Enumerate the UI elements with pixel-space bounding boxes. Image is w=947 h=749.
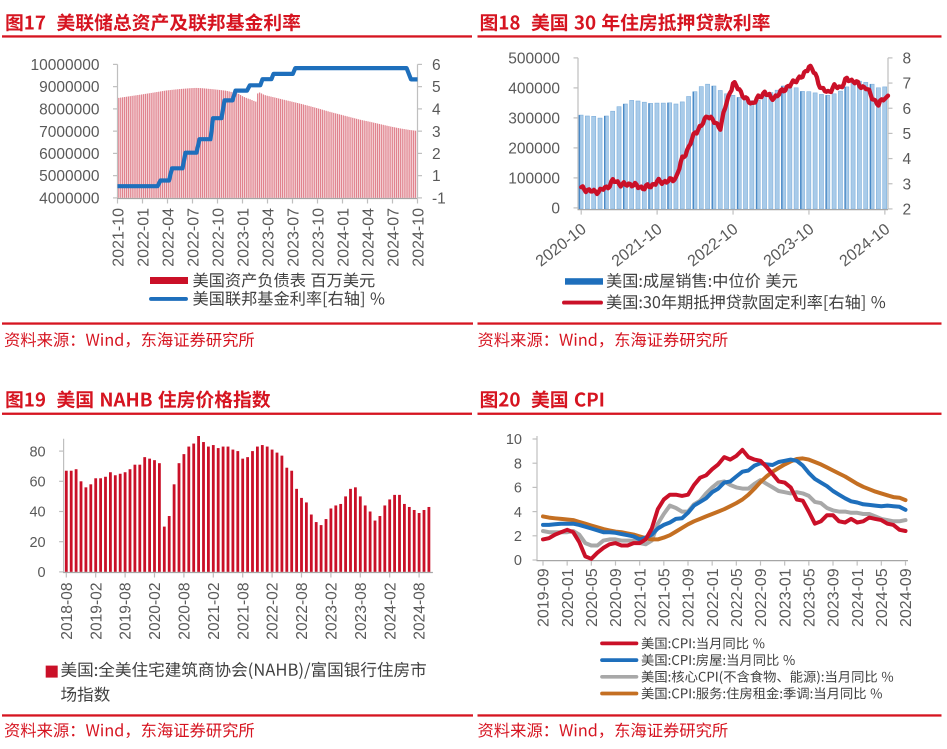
svg-text:2020-01: 2020-01 [560, 568, 577, 627]
svg-text:2: 2 [903, 202, 912, 219]
svg-text:2024-08: 2024-08 [412, 583, 429, 640]
svg-text:2021-01: 2021-01 [632, 568, 649, 627]
svg-text:1: 1 [432, 168, 441, 185]
svg-text:2024-10: 2024-10 [410, 208, 427, 267]
svg-text:2021-09: 2021-09 [681, 568, 698, 627]
svg-text:3: 3 [903, 176, 912, 193]
svg-text:2021-08: 2021-08 [235, 583, 252, 640]
svg-text:0: 0 [514, 553, 522, 569]
svg-text:2024-01: 2024-01 [850, 568, 867, 627]
svg-text:2024-07: 2024-07 [385, 208, 402, 267]
svg-text:2023-02: 2023-02 [324, 583, 341, 640]
svg-text:5: 5 [903, 126, 912, 143]
svg-text:2022-07: 2022-07 [185, 208, 202, 267]
svg-text:2024-05: 2024-05 [874, 568, 891, 627]
svg-text:6000000: 6000000 [39, 146, 100, 163]
svg-text:4: 4 [432, 102, 441, 119]
svg-text:6: 6 [514, 481, 522, 497]
svg-text:7000000: 7000000 [39, 124, 100, 141]
svg-text:2023-01: 2023-01 [777, 568, 794, 627]
svg-text:2020-05: 2020-05 [584, 568, 601, 627]
svg-text:2019-08: 2019-08 [118, 583, 135, 640]
svg-text:2021-10: 2021-10 [110, 208, 127, 267]
svg-text:2023-09: 2023-09 [826, 568, 843, 627]
svg-text:2024-09: 2024-09 [898, 568, 915, 627]
svg-text:3: 3 [432, 124, 441, 141]
svg-text:2: 2 [514, 529, 522, 545]
svg-text:2022-09: 2022-09 [753, 568, 770, 627]
svg-text:2019-02: 2019-02 [88, 583, 105, 640]
svg-text:300000: 300000 [508, 111, 560, 128]
svg-text:2023-05: 2023-05 [802, 568, 819, 627]
svg-text:4: 4 [903, 151, 912, 168]
svg-text:40: 40 [29, 505, 45, 521]
svg-text:9000000: 9000000 [39, 79, 100, 96]
svg-text:2022-05: 2022-05 [729, 568, 746, 627]
svg-text:8: 8 [514, 456, 522, 472]
svg-text:8000000: 8000000 [39, 102, 100, 119]
svg-text:10000000: 10000000 [31, 57, 100, 74]
svg-text:80: 80 [29, 444, 45, 460]
svg-text:2019-09: 2019-09 [536, 568, 553, 627]
svg-text:2018-08: 2018-08 [59, 583, 76, 640]
svg-text:10: 10 [506, 432, 522, 448]
svg-text:500000: 500000 [508, 51, 560, 68]
svg-text:7: 7 [903, 76, 912, 93]
svg-text:2020-02: 2020-02 [147, 583, 164, 640]
svg-text:400000: 400000 [508, 81, 560, 98]
svg-text:2022-02: 2022-02 [265, 583, 282, 640]
svg-text:6: 6 [432, 57, 441, 74]
svg-text:-1: -1 [432, 191, 446, 208]
svg-text:5: 5 [432, 79, 441, 96]
svg-text:2024-02: 2024-02 [382, 583, 399, 640]
svg-text:0: 0 [551, 201, 560, 218]
svg-text:4000000: 4000000 [39, 191, 100, 208]
svg-text:2022-10: 2022-10 [210, 208, 227, 267]
svg-text:2022-01: 2022-01 [705, 568, 722, 627]
svg-text:200000: 200000 [508, 141, 560, 158]
svg-text:2023-01: 2023-01 [235, 208, 252, 267]
svg-text:0: 0 [38, 565, 46, 581]
svg-text:5000000: 5000000 [39, 168, 100, 185]
svg-text:2020-08: 2020-08 [177, 583, 194, 640]
svg-text:100000: 100000 [508, 171, 560, 188]
svg-text:2023-10: 2023-10 [310, 208, 327, 267]
svg-text:2022-01: 2022-01 [135, 208, 152, 267]
svg-text:2021-02: 2021-02 [206, 583, 223, 640]
svg-text:8: 8 [903, 51, 912, 68]
svg-text:2023-04: 2023-04 [260, 208, 277, 267]
svg-text:2022-04: 2022-04 [160, 208, 177, 267]
svg-text:2023-07: 2023-07 [285, 208, 302, 267]
svg-text:2: 2 [432, 146, 441, 163]
svg-text:60: 60 [29, 475, 45, 491]
svg-text:4: 4 [514, 505, 522, 521]
svg-text:2024-04: 2024-04 [360, 208, 377, 267]
svg-text:2020-09: 2020-09 [608, 568, 625, 627]
svg-text:20: 20 [29, 535, 45, 551]
svg-text:6: 6 [903, 101, 912, 118]
svg-text:2022-08: 2022-08 [294, 583, 311, 640]
svg-text:2024-01: 2024-01 [335, 208, 352, 267]
svg-text:2021-05: 2021-05 [657, 568, 674, 627]
svg-text:2023-08: 2023-08 [353, 583, 370, 640]
